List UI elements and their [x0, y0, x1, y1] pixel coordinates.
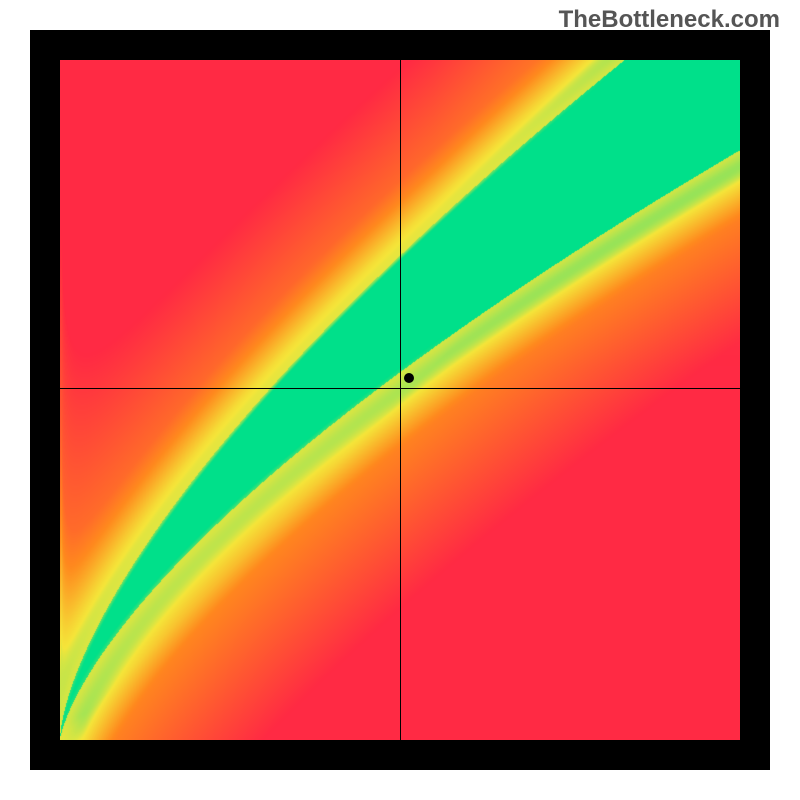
watermark-text: TheBottleneck.com: [559, 6, 780, 34]
crosshair-vertical: [400, 60, 401, 740]
chart-container: TheBottleneck.com: [0, 0, 800, 800]
marker-dot: [404, 373, 414, 383]
plot-area: [60, 60, 740, 740]
crosshair-horizontal: [60, 388, 740, 389]
plot-frame: [30, 30, 770, 770]
